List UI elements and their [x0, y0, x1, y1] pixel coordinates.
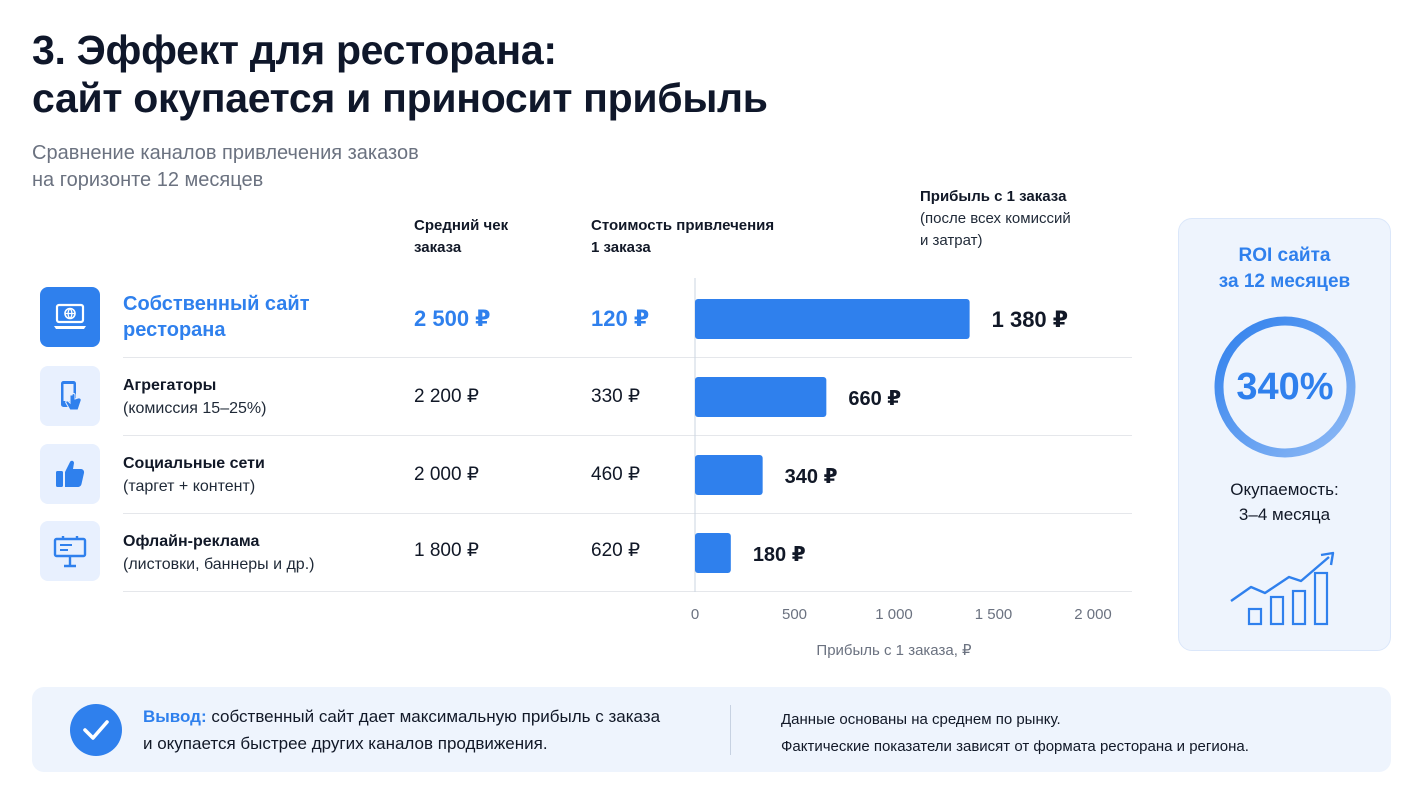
conclusion-banner: Вывод: собственный сайт дает максимальну…	[32, 687, 1391, 772]
data-note-line-2: Фактические показатели зависят от формат…	[781, 738, 1249, 755]
column-header-acquisition-cost-line-1: Стоимость привлечения	[591, 217, 775, 234]
column-header-acquisition-cost: Стоимость привлечения 1 заказа	[591, 215, 811, 259]
roi-title: ROI сайта за 12 месяцев	[1179, 243, 1390, 295]
payback-line-1: Окупаемость:	[1230, 480, 1339, 499]
roi-ring	[1214, 316, 1356, 458]
page-subtitle-line-2: на горизонте 12 месяцев	[32, 169, 264, 191]
channel-name-primary: Офлайн-реклама	[123, 533, 260, 550]
chart-tick-label: 500	[782, 606, 807, 623]
chart-tick-label: 0	[691, 606, 699, 623]
channel-name-primary: Собственный сайт	[123, 293, 310, 315]
channel-name-secondary: (комиссия 15–25%)	[123, 400, 267, 417]
roi-title-line-2: за 12 месяцев	[1218, 271, 1351, 292]
page-subtitle-line-1: Сравнение каналов привлечения заказов	[32, 142, 419, 164]
channel-name-primary: Социальные сети	[123, 455, 265, 472]
avg-check-value: 2 200 ₽	[414, 386, 479, 407]
channel-name: Офлайн-реклама (листовки, баннеры и др.)	[123, 530, 393, 576]
data-note: Данные основаны на среднем по рынку. Фак…	[781, 706, 1371, 760]
thumbs-up-icon	[40, 444, 100, 504]
column-header-profit-line-2: (после всех комиссий	[920, 210, 1071, 227]
channel-name-secondary: ресторана	[123, 319, 226, 341]
acquisition-cost-value: 460 ₽	[591, 464, 641, 485]
payback-text: Окупаемость: 3–4 месяца	[1179, 477, 1390, 527]
column-header-profit-line-3: и затрат)	[920, 232, 983, 249]
channel-name-secondary: (таргет + контент)	[123, 478, 256, 495]
chart-tick-label: 1 000	[875, 606, 913, 623]
channel-name: Социальные сети (таргет + контент)	[123, 452, 393, 498]
row-divider	[123, 591, 1132, 592]
acquisition-cost-value: 620 ₽	[591, 540, 641, 561]
conclusion-text: Вывод: собственный сайт дает максимальну…	[143, 703, 713, 757]
channel-name-secondary: (листовки, баннеры и др.)	[123, 556, 315, 573]
column-header-profit: Прибыль с 1 заказа (после всех комиссий …	[920, 186, 1140, 252]
data-note-line-1: Данные основаны на среднем по рынку.	[781, 711, 1061, 728]
row-divider	[123, 435, 1132, 436]
conclusion-label: Вывод:	[143, 707, 207, 726]
laptop-globe-icon	[40, 287, 100, 347]
column-header-acquisition-cost-line-2: 1 заказа	[591, 239, 651, 256]
acquisition-cost-value: 330 ₽	[591, 386, 641, 407]
channel-row-aggregators: Агрегаторы (комиссия 15–25%) 2 200 ₽ 330…	[40, 358, 1132, 436]
page-subtitle: Сравнение каналов привлечения заказов на…	[32, 140, 532, 194]
chart-tick-label: 2 000	[1074, 606, 1112, 623]
avg-check-value: 2 500 ₽	[414, 306, 491, 331]
conclusion-line-2: и окупается быстрее других каналов продв…	[143, 734, 548, 753]
check-icon	[70, 704, 122, 756]
growth-chart-icon	[1230, 551, 1335, 626]
chart-x-axis-label: Прибыль с 1 заказа, ₽	[816, 642, 972, 659]
row-divider	[123, 357, 1132, 358]
roi-value: 340%	[1236, 365, 1334, 408]
column-header-profit-line-1: Прибыль с 1 заказа	[920, 188, 1067, 205]
avg-check-value: 1 800 ₽	[414, 540, 479, 561]
row-divider	[123, 513, 1132, 514]
channel-row-social: Социальные сети (таргет + контент) 2 000…	[40, 436, 1132, 514]
column-header-avg-check-line-1: Средний чек	[414, 217, 509, 234]
channel-row-offline: Офлайн-реклама (листовки, баннеры и др.)…	[40, 514, 1132, 592]
page-title: 3. Эффект для ресторана: сайт окупается …	[32, 26, 932, 122]
footer-divider	[730, 705, 731, 755]
billboard-icon	[40, 521, 100, 581]
column-header-avg-check: Средний чек заказа	[414, 215, 554, 259]
payback-line-2: 3–4 месяца	[1238, 505, 1331, 524]
roi-title-line-1: ROI сайта	[1238, 245, 1331, 266]
conclusion-line-1: собственный сайт дает максимальную прибы…	[206, 707, 661, 726]
roi-card: ROI сайта за 12 месяцев 340% Окупаемость…	[1178, 218, 1391, 651]
acquisition-cost-value: 120 ₽	[591, 306, 650, 331]
channel-name-primary: Агрегаторы	[123, 377, 217, 394]
channel-name: Агрегаторы (комиссия 15–25%)	[123, 374, 393, 420]
column-header-avg-check-line-2: заказа	[414, 239, 462, 256]
channel-row-own-site: Собственный сайт ресторана 2 500 ₽ 120 ₽	[40, 280, 1132, 358]
avg-check-value: 2 000 ₽	[414, 464, 479, 485]
phone-tap-icon	[40, 366, 100, 426]
page-title-line-1: 3. Эффект для ресторана:	[32, 27, 557, 73]
chart-tick-label: 1 500	[975, 606, 1013, 623]
page-title-line-2: сайт окупается и приносит прибыль	[32, 75, 768, 121]
channel-name: Собственный сайт ресторана	[123, 291, 393, 343]
